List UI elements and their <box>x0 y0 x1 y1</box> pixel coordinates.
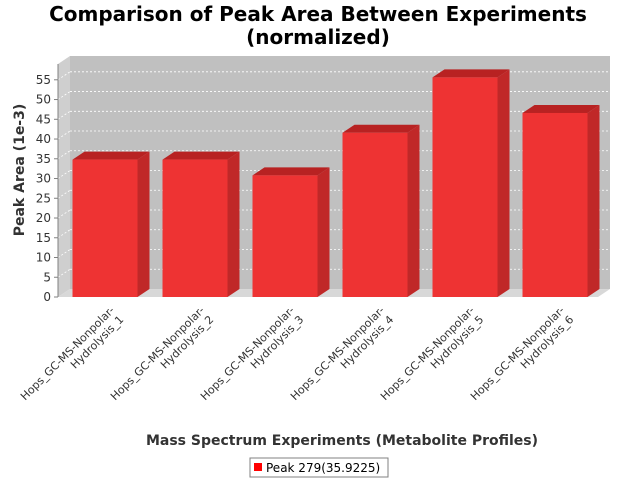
bar-side <box>407 124 420 297</box>
y-tick-label: 55 <box>36 73 51 87</box>
gridline-side <box>57 110 71 120</box>
bar-front <box>432 77 498 297</box>
bar <box>522 104 600 298</box>
chart-title-line1: Comparison of Peak Area Between Experime… <box>49 2 587 26</box>
bar <box>432 69 510 297</box>
bar-top <box>342 124 420 133</box>
y-tick-label: 0 <box>43 290 51 304</box>
bar-front <box>342 132 408 297</box>
bars <box>72 69 600 298</box>
bar-side <box>227 151 240 297</box>
bar-side <box>587 104 600 298</box>
chart-title-line2: (normalized) <box>246 25 390 49</box>
legend-swatch <box>254 463 262 471</box>
plot-back-wall <box>70 56 610 289</box>
bar <box>162 151 240 297</box>
y-tick-label: 10 <box>36 251 51 265</box>
y-tick-label: 50 <box>36 93 51 107</box>
gridline-side <box>57 150 71 160</box>
y-tick-label: 30 <box>36 172 51 186</box>
bar-side <box>137 151 150 297</box>
x-category-label-line: Hops_GC-MS-Nonpolar- <box>18 304 117 403</box>
gridline-side <box>57 91 71 100</box>
y-tick-label: 25 <box>36 191 51 205</box>
bar <box>252 167 330 297</box>
gridline-side <box>57 189 71 199</box>
x-axis-categories: Hops_GC-MS-Nonpolar-Hydrolysis_1Hops_GC-… <box>18 304 576 412</box>
x-category-label-line: Hops_GC-MS-Nonpolar- <box>468 304 567 403</box>
x-category-label-line: Hops_GC-MS-Nonpolar- <box>288 304 387 403</box>
x-category-label-line: Hops_GC-MS-Nonpolar- <box>378 304 477 403</box>
y-tick-label: 15 <box>36 231 51 245</box>
bar-front <box>252 175 318 297</box>
gridline-side <box>57 229 71 239</box>
gridline-side <box>57 71 71 81</box>
y-axis-label: Peak Area (1e-3) <box>12 104 28 237</box>
bar-front <box>162 159 228 297</box>
y-axis-ticks: 0 5 10 15 20 25 30 35 40 45 50 55 <box>36 64 59 304</box>
gridline-side <box>57 170 71 179</box>
y-tick-label: 35 <box>36 152 51 166</box>
bar-side <box>317 167 330 297</box>
gridline-side <box>57 130 71 140</box>
bar-front <box>72 159 138 297</box>
x-category-label-line: Hops_GC-MS-Nonpolar- <box>108 304 207 403</box>
x-category-label-line: Hops_GC-MS-Nonpolar- <box>198 304 297 403</box>
legend-item-label: Peak 279(35.9225) <box>266 461 380 475</box>
legend: Peak 279(35.9225) <box>249 457 389 478</box>
gridline-side <box>57 209 71 219</box>
gridline-side <box>57 249 71 258</box>
bar-top <box>252 167 330 176</box>
bar-front <box>522 112 588 298</box>
bar <box>72 151 150 297</box>
bar-top <box>522 104 600 113</box>
y-tick-label: 5 <box>43 270 51 284</box>
bar-top <box>432 69 510 78</box>
bar-side <box>497 69 510 297</box>
legend-box <box>249 457 389 478</box>
bar-top <box>72 151 150 160</box>
plot-left-wall <box>58 56 70 297</box>
y-tick-label: 40 <box>36 132 51 146</box>
gridline-side <box>57 268 71 278</box>
y-tick-label: 20 <box>36 211 51 225</box>
bar <box>342 124 420 297</box>
x-axis-label: Mass Spectrum Experiments (Metabolite Pr… <box>146 433 538 449</box>
x-category-label: Hops_GC-MS-Nonpolar-Hydrolysis_6 <box>468 304 576 412</box>
bar-top <box>162 151 240 160</box>
y-tick-label: 45 <box>36 112 51 126</box>
